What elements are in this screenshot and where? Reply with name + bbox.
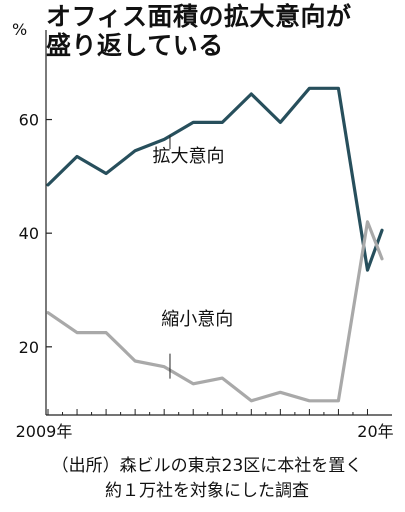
series-label-reduction: 縮小意向 [161, 309, 233, 330]
y-tick-label: 40 [19, 224, 39, 243]
chart-title: オフィス面積の拡大意向が 盛り返している [46, 2, 401, 60]
source-note: （出所）森ビルの東京23区に本社を置く 約１万社を対象にした調査 [12, 454, 402, 504]
source-note-line2: 約１万社を対象にした調査 [105, 481, 309, 501]
series-line-expansion [46, 86, 384, 272]
series-layer [46, 86, 384, 403]
axes [45, 30, 392, 416]
x-tick-label: 2009年 [16, 422, 73, 441]
y-tick-label: 60 [19, 111, 39, 130]
source-note-line1: （出所）森ビルの東京23区に本社を置く [51, 456, 363, 476]
series-label-expansion: 拡大意向 [153, 146, 225, 167]
chart-title-line1: オフィス面積の拡大意向が [46, 2, 352, 31]
y-tick-label: 20 [19, 338, 39, 357]
y-axis-unit: % [12, 20, 28, 39]
chart-title-line2: 盛り返している [46, 31, 224, 60]
x-tick-label: 20年 [357, 422, 393, 441]
